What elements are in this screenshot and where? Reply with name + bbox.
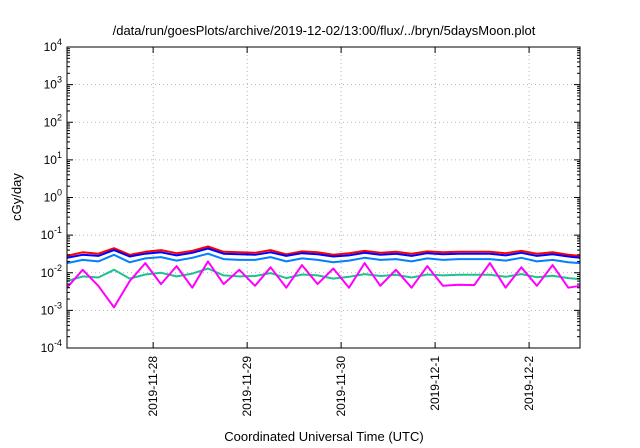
x-tick-label: 2019-11-28 bbox=[146, 356, 160, 417]
y-tick-label: 103 bbox=[44, 75, 62, 92]
y-tick-label: 104 bbox=[44, 37, 62, 54]
y-tick-label: 10-2 bbox=[41, 263, 62, 280]
series-line-1 bbox=[66, 245, 581, 257]
y-tick-label: 10-4 bbox=[41, 338, 62, 355]
x-tick-label: 2019-11-29 bbox=[240, 356, 254, 417]
chart-title: /data/run/goesPlots/archive/2019-12-02/1… bbox=[113, 23, 536, 38]
series-line-5 bbox=[66, 260, 581, 309]
series-line-3 bbox=[66, 252, 581, 265]
y-tick-label: 101 bbox=[44, 150, 62, 167]
axes: 10-4 10-3 10-2 10-1 100 101 102 103 104 2019-11-2… bbox=[41, 37, 580, 417]
x-tick-label: 2019-12-2 bbox=[522, 356, 536, 411]
grid bbox=[67, 46, 580, 349]
series-line-2 bbox=[66, 247, 581, 259]
y-tick-label: 10-1 bbox=[41, 225, 62, 242]
x-tick-label: 2019-11-30 bbox=[334, 356, 348, 417]
x-tick-label: 2019-12-1 bbox=[428, 356, 442, 411]
y-tick-label: 10-3 bbox=[41, 300, 62, 317]
series-lines bbox=[66, 245, 581, 309]
y-tick-label: 102 bbox=[44, 112, 62, 129]
x-axis-label: Coordinated Universal Time (UTC) bbox=[224, 429, 423, 444]
y-axis-label: cGy/day bbox=[9, 173, 24, 221]
y-tick-label: 100 bbox=[44, 188, 62, 205]
